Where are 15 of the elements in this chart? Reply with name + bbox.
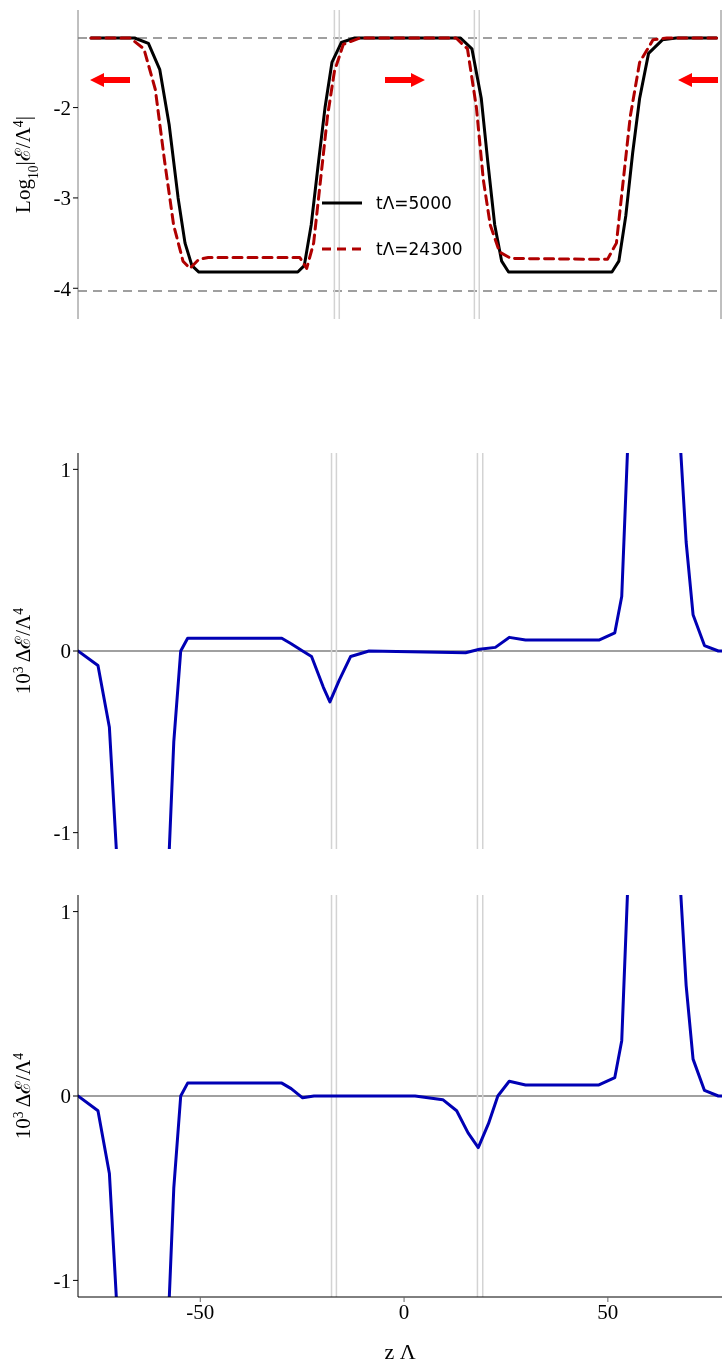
y-tick-label: -3: [53, 186, 71, 211]
y-tick-label: 0: [60, 639, 71, 664]
legend-label: tΛ=5000: [376, 193, 452, 213]
x-tick-label: 0: [398, 1299, 410, 1324]
x-tick-label: 50: [597, 1299, 619, 1324]
y-tick-label: 1: [60, 457, 71, 482]
y-tick-label: -1: [53, 821, 71, 846]
y-tick-label: 0: [60, 1084, 71, 1109]
legend-label: tΛ=24300: [376, 239, 463, 259]
y-tick-label: -2: [53, 96, 71, 121]
y-tick-label: 1: [60, 900, 71, 925]
y-tick-label: -4: [53, 276, 72, 301]
x-axis-title: z Λ: [384, 1339, 416, 1363]
x-tick-label: -50: [186, 1299, 215, 1324]
y-tick-label: -1: [53, 1268, 71, 1293]
